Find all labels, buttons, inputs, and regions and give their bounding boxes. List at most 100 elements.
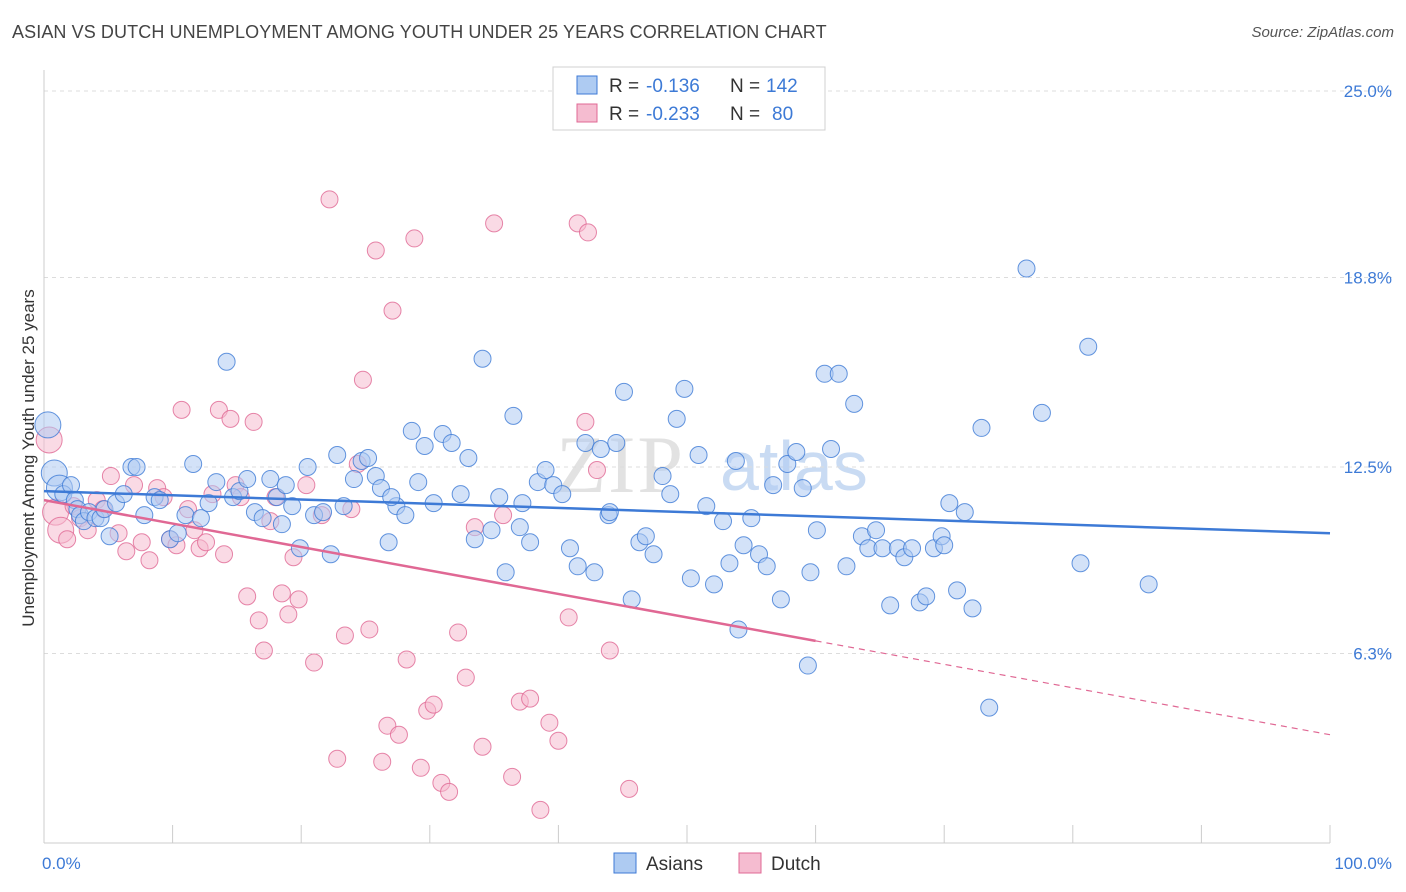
stats-r-value-asians: -0.136 <box>646 76 700 97</box>
asians-point-90 <box>689 445 708 464</box>
dutch-point-32 <box>249 611 268 630</box>
dutch-point-59 <box>424 695 443 714</box>
asians-point-75 <box>576 433 595 452</box>
asians-point-138 <box>600 503 619 522</box>
series-asians-points <box>34 259 1158 717</box>
legend-label-asians: Asians <box>646 854 703 875</box>
asians-point-131 <box>1032 403 1051 422</box>
asians-point-84 <box>644 545 663 564</box>
dutch-point-19 <box>172 400 191 419</box>
asians-point-70 <box>536 461 555 480</box>
dutch-point-55 <box>397 650 416 669</box>
asians-point-66 <box>504 406 523 425</box>
dutch-point-74 <box>559 608 578 627</box>
asians-point-127 <box>963 599 982 618</box>
dutch-point-61 <box>440 782 459 801</box>
dutch-point-41 <box>305 653 324 672</box>
asians-point-106 <box>807 521 826 540</box>
dutch-point-27 <box>221 409 240 428</box>
dutch-point-73 <box>549 731 568 750</box>
dutch-point-66 <box>485 214 504 233</box>
asians-point-124 <box>940 494 959 513</box>
asians-point-79 <box>607 433 626 452</box>
axes <box>43 70 1331 844</box>
asians-point-47 <box>359 449 378 468</box>
dutch-point-13 <box>132 533 151 552</box>
asians-point-92 <box>705 575 724 594</box>
asians-point-77 <box>591 439 610 458</box>
dutch-point-62 <box>449 623 468 642</box>
dutch-point-80 <box>576 412 595 431</box>
dutch-point-43 <box>320 190 339 209</box>
legend-swatch-dutch <box>738 852 762 874</box>
legend-label-dutch: Dutch <box>771 854 821 875</box>
asians-point-104 <box>793 479 812 498</box>
asians-point-89 <box>681 569 700 588</box>
y-tick-label-2: 18.8% <box>1344 269 1392 288</box>
tick-labels: 6.3% 12.5% 18.8% 25.0% 0.0% 100.0% <box>42 82 1392 873</box>
y-axis-label: Unemployment Among Youth under 25 years <box>19 289 38 626</box>
stats-n-label-dutch: N = <box>730 104 760 125</box>
asians-point-60 <box>459 449 478 468</box>
stats-n-value-dutch: 80 <box>772 104 793 125</box>
stats-r-label-dutch: R = <box>609 104 639 125</box>
y-tick-label-0: 6.3% <box>1353 645 1392 664</box>
dutch-point-79 <box>620 779 639 798</box>
y-tick-label-3: 25.0% <box>1344 82 1392 101</box>
asians-point-61 <box>465 530 484 549</box>
asians-point-41 <box>314 503 333 522</box>
asians-point-0 <box>34 411 62 439</box>
asians-point-115 <box>873 539 892 558</box>
asians-point-28 <box>217 352 236 371</box>
asians-point-130 <box>1017 259 1036 278</box>
dutch-point-76 <box>578 223 597 242</box>
dutch-point-26 <box>215 545 234 564</box>
dutch-point-36 <box>272 584 291 603</box>
dutch-point-51 <box>373 752 392 771</box>
stats-swatch-dutch <box>576 103 598 123</box>
dutch-point-45 <box>335 626 354 645</box>
asians-point-88 <box>675 379 694 398</box>
stats-n-label-asians: N = <box>730 76 760 97</box>
stats-r-label-asians: R = <box>609 76 639 97</box>
y-tick-label-1: 12.5% <box>1344 458 1392 477</box>
asians-point-133 <box>1079 337 1098 356</box>
gridlines <box>44 90 1392 655</box>
asians-point-62 <box>473 349 492 368</box>
asians-point-99 <box>757 557 776 576</box>
asians-point-136 <box>935 536 954 555</box>
dutch-point-70 <box>521 689 540 708</box>
dutch-point-53 <box>383 301 402 320</box>
asians-point-125 <box>948 581 967 600</box>
asians-point-54 <box>409 473 428 492</box>
x-tick-label-0: 0.0% <box>42 854 81 873</box>
dutch-point-77 <box>587 461 606 480</box>
dutch-point-50 <box>366 241 385 260</box>
asians-point-68 <box>521 533 540 552</box>
source-credit: Source: ZipAtlas.com <box>1251 24 1394 41</box>
trend-line-dutch <box>43 498 816 643</box>
asians-point-128 <box>972 418 991 437</box>
asians-point-27 <box>207 473 226 492</box>
asians-point-109 <box>829 364 848 383</box>
asians-point-134 <box>1139 575 1158 594</box>
legend-swatch-asians <box>613 852 637 874</box>
dutch-point-40 <box>297 476 316 495</box>
asians-point-95 <box>726 452 745 471</box>
dutch-point-78 <box>600 641 619 660</box>
asians-point-141 <box>272 515 291 534</box>
asians-point-67 <box>513 494 532 513</box>
dutch-point-71 <box>531 800 550 819</box>
asians-point-116 <box>881 596 900 615</box>
asians-point-126 <box>955 503 974 522</box>
asians-point-73 <box>560 539 579 558</box>
asians-point-64 <box>490 488 509 507</box>
asians-point-25 <box>191 509 210 528</box>
asians-point-83 <box>636 527 655 546</box>
asians-point-18 <box>135 506 154 525</box>
asians-point-91 <box>697 497 716 516</box>
x-tick-label-1: 100.0% <box>1334 854 1392 873</box>
trend-line-dutch-extension <box>815 640 1331 736</box>
dutch-point-31 <box>244 412 263 431</box>
